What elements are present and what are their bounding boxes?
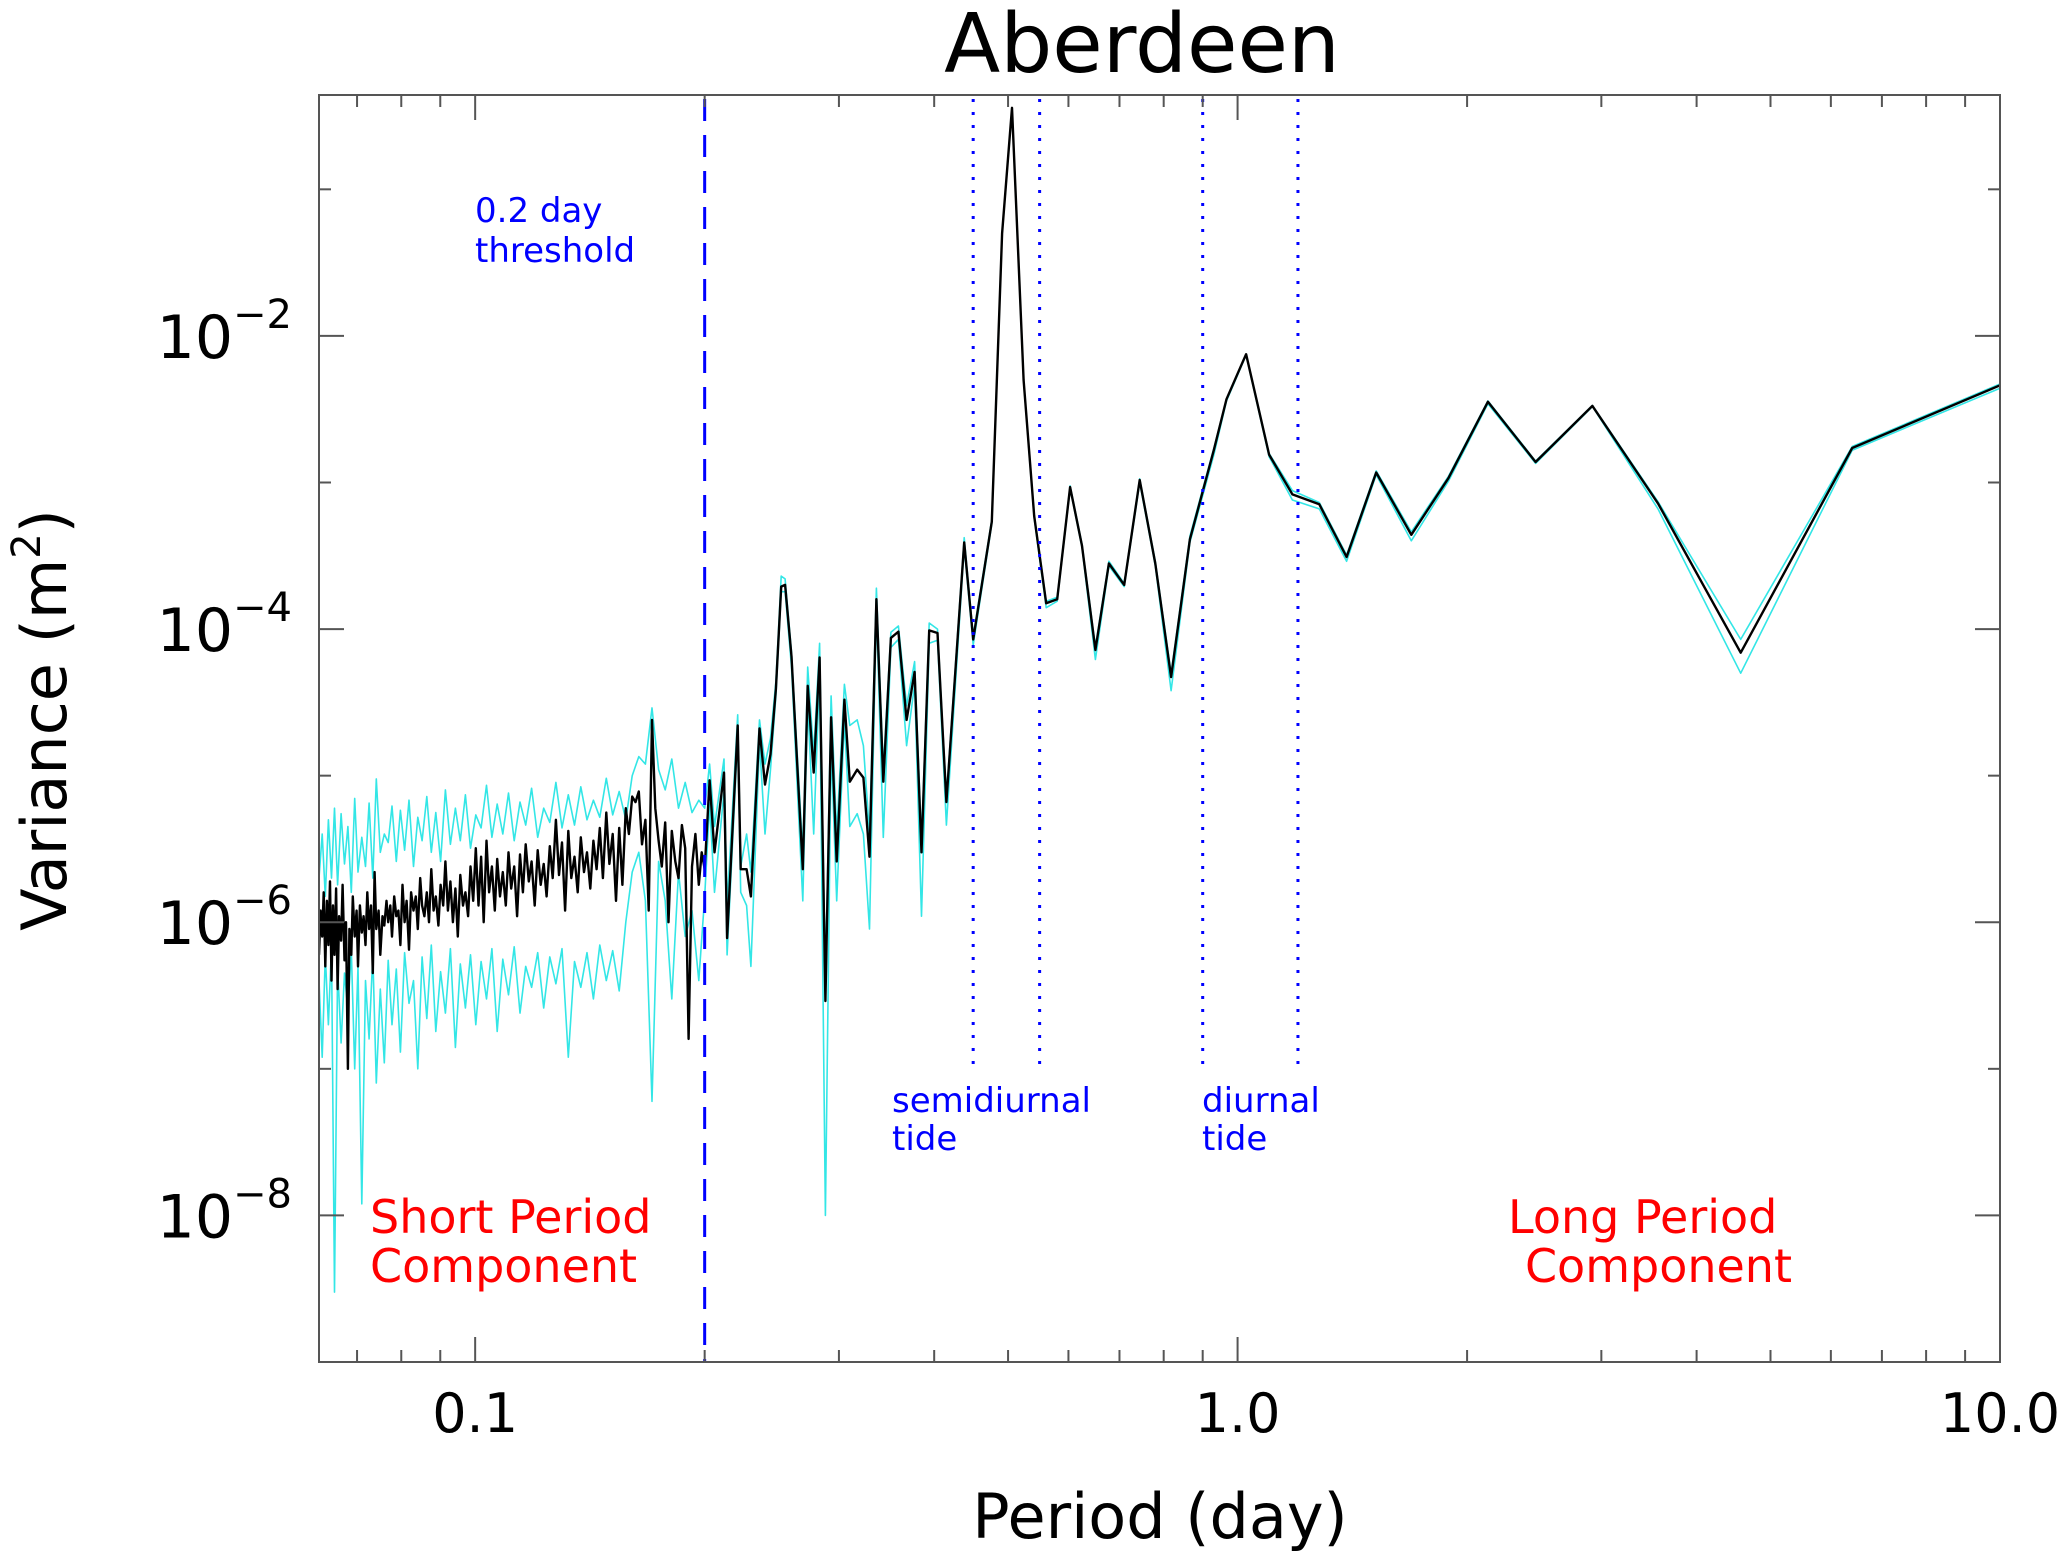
y-axis-title-sup: 2: [4, 533, 50, 558]
semidiurnal-annotation: semidiurnal tide: [892, 1081, 1102, 1159]
threshold-line-2: threshold: [475, 231, 635, 271]
series-line-variance: [319, 106, 2000, 1070]
y-tick-exponent: −8: [233, 1171, 292, 1217]
y-tick-base: 10: [157, 889, 233, 959]
y-tick-label: 10−2: [157, 292, 292, 373]
x-tick-label: 0.1: [432, 1382, 518, 1445]
threshold-line-1: 0.2 day: [475, 191, 602, 231]
y-tick-label: 10−4: [157, 585, 292, 666]
short-period-annotation: Short Period Component: [370, 1190, 666, 1293]
x-axis-title: Period (day): [972, 1480, 1347, 1551]
y-tick-base: 10: [157, 303, 233, 373]
y-axis-title: Variance (m2): [4, 509, 81, 931]
y-tick-exponent: −4: [233, 585, 292, 631]
y-tick-label: 10−8: [157, 1171, 292, 1252]
threshold-annotation: 0.2 day threshold: [475, 191, 635, 271]
semidiurnal-line-2: tide: [892, 1119, 957, 1159]
x-tick-label: 10.0: [1940, 1382, 2060, 1445]
diurnal-line-1: diurnal: [1202, 1081, 1320, 1121]
long-period-line-2: Component: [1525, 1239, 1792, 1293]
y-tick-label: 10−6: [157, 878, 292, 959]
y-tick-exponent: −2: [233, 292, 292, 338]
y-axis-title-close: ): [8, 509, 81, 533]
y-tick-exponent: −6: [233, 878, 292, 924]
y-tick-base: 10: [157, 596, 233, 666]
diurnal-line-2: tide: [1202, 1119, 1267, 1159]
long-period-line-1: Long Period: [1508, 1190, 1777, 1244]
semidiurnal-line-1: semidiurnal: [892, 1081, 1091, 1121]
reference-lines: [703, 99, 1300, 1362]
tick-labels: 0.1 1.0 10.010−810−610−410−2: [157, 292, 2060, 1445]
short-period-line-1: Short Period: [370, 1190, 652, 1244]
x-tick-label: 1.0: [1195, 1382, 1281, 1445]
long-period-annotation: Long Period Component: [1508, 1190, 1792, 1293]
axis-ticks: [319, 95, 2000, 1362]
series-line-lower: [319, 108, 2000, 1293]
diurnal-annotation: diurnal tide: [1202, 1081, 1331, 1159]
y-axis-title-main: Variance (m: [8, 559, 81, 931]
plot-frame: [318, 94, 2001, 1363]
chart-title: Aberdeen: [944, 0, 1340, 92]
y-tick-base: 10: [157, 1182, 233, 1252]
series-layer: [319, 106, 2000, 1293]
short-period-line-2: Component: [370, 1239, 637, 1293]
